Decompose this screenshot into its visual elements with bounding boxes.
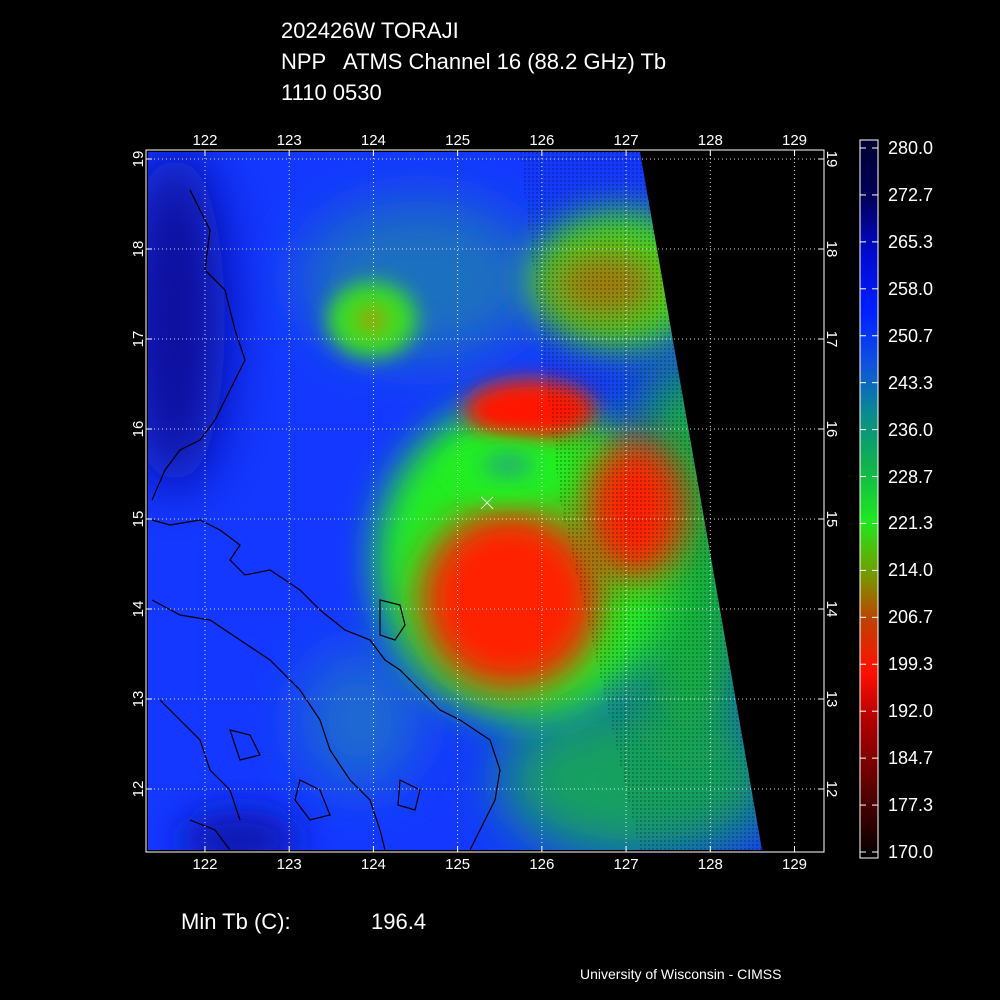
colorbar-label: 192.0	[888, 701, 934, 722]
lon-label-bottom: 123	[277, 856, 302, 873]
colorbar-label: 258.0	[888, 278, 934, 299]
colorbar-ticks	[860, 147, 878, 853]
colorbar-label: 170.0	[888, 842, 934, 862]
storm-center-marker	[480, 496, 494, 510]
colorbar-label: 206.7	[888, 607, 934, 628]
sensor-title: NPP ATMS Channel 16 (88.2 GHz) Tb	[281, 49, 667, 74]
colorbar-label: 280.0	[888, 138, 934, 158]
lon-label-top: 123	[277, 132, 302, 149]
coastline	[151, 189, 501, 851]
lon-label-top: 125	[445, 132, 470, 149]
colorbar-frame	[859, 139, 879, 859]
lon-label-top: 128	[698, 132, 723, 149]
lat-label-right: 16	[823, 421, 840, 438]
colorbar-label: 265.3	[888, 231, 934, 252]
lon-label-top: 122	[192, 132, 217, 149]
lon-label-bottom: 128	[698, 856, 723, 873]
colorbar-label: 221.3	[888, 513, 934, 534]
colorbar	[860, 140, 878, 858]
lat-label-left: 14	[130, 601, 147, 618]
min-tb-value: 196.4	[371, 909, 427, 934]
lon-label-bottom: 129	[782, 856, 807, 873]
lat-label-left: 19	[130, 151, 147, 168]
storm-title: 202426W TORAJI	[281, 18, 459, 43]
lat-label-right: 15	[823, 511, 840, 528]
credit-text: University of Wisconsin - CIMSS	[580, 966, 782, 982]
lon-label-top: 129	[782, 132, 807, 149]
lon-label-top: 126	[529, 132, 554, 149]
lat-label-left: 13	[130, 691, 147, 708]
colorbar-label: 177.3	[888, 795, 934, 816]
min-tb-label: Min Tb (C):	[181, 909, 291, 934]
map-frame	[145, 149, 825, 853]
colorbar-label: 272.7	[888, 184, 934, 205]
lon-label-bottom: 125	[445, 856, 470, 873]
lon-label-bottom: 122	[192, 856, 217, 873]
colorbar-label: 214.0	[888, 560, 934, 581]
colorbar-label: 236.0	[888, 419, 934, 440]
lat-label-right: 19	[823, 151, 840, 168]
lat-label-right: 13	[823, 691, 840, 708]
colorbar-label: 199.3	[888, 654, 934, 675]
lat-label-right: 14	[823, 601, 840, 618]
lon-label-bottom: 126	[529, 856, 554, 873]
lat-label-right: 18	[823, 241, 840, 258]
colorbar-label: 184.7	[888, 748, 934, 769]
longitude-ticks-bottom: 122 123 124 125 126 127 128 129	[192, 846, 807, 873]
colorbar-label: 250.7	[888, 325, 934, 346]
lat-label-left: 15	[130, 511, 147, 528]
lat-lon-grid	[146, 150, 824, 852]
lat-label-left: 16	[130, 421, 147, 438]
lat-label-right: 12	[823, 781, 840, 798]
lon-label-bottom: 124	[361, 856, 386, 873]
colorbar-label: 228.7	[888, 466, 934, 487]
lon-label-top: 124	[361, 132, 386, 149]
lat-label-right: 17	[823, 331, 840, 348]
lat-label-left: 12	[130, 781, 147, 798]
datetime-title: 1110 0530	[281, 80, 382, 105]
brightness-temperature-field	[148, 152, 762, 850]
latitude-ticks-right: 19 18 17 16 15 14 13 12	[818, 151, 840, 798]
lon-label-top: 127	[614, 132, 639, 149]
latitude-ticks-left: 19 18 17 16 15 14 13 12	[130, 151, 152, 798]
colorbar-label: 243.3	[888, 372, 934, 393]
lat-label-left: 18	[130, 241, 147, 258]
lon-label-bottom: 127	[614, 856, 639, 873]
lat-label-left: 17	[130, 331, 147, 348]
longitude-ticks-top: 122 123 124 125 126 127 128 129	[192, 132, 807, 156]
